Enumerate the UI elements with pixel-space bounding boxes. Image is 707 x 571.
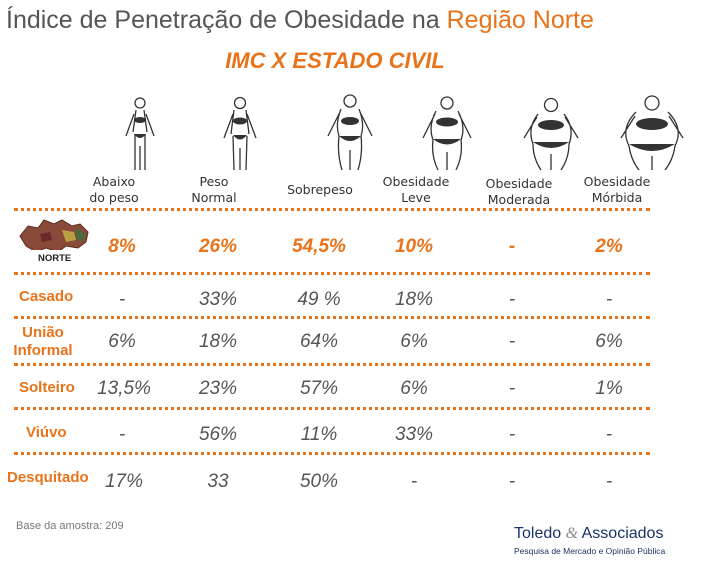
- norte-value: 10%: [394, 236, 434, 257]
- row-label-casado: Casado: [19, 288, 74, 305]
- brand-logo: Toledo & Associados: [514, 525, 664, 542]
- cell: -: [508, 289, 516, 310]
- cell: 33%: [198, 289, 238, 310]
- cell: 33%: [394, 424, 434, 445]
- cell: 49 %: [297, 289, 341, 310]
- title-text: Índice de Penetração de Obesidade na: [6, 6, 447, 34]
- norte-value: 2%: [595, 236, 623, 257]
- cell: 6%: [595, 331, 623, 352]
- cell: 6%: [400, 378, 428, 399]
- mild-obese-body-figure-icon: [422, 96, 472, 171]
- moderate-obese-body-figure-icon: [523, 97, 579, 171]
- cell: -: [508, 424, 516, 445]
- row-separator: [14, 452, 650, 455]
- cell: 17%: [104, 471, 144, 492]
- cell: -: [410, 471, 418, 492]
- row-separator: [14, 272, 650, 275]
- cell: -: [605, 289, 613, 310]
- row-label-viuvo: Viúvo: [26, 424, 67, 441]
- category-label: Sobrepeso: [287, 182, 353, 197]
- cell: 57%: [299, 378, 339, 399]
- norte-value: 8%: [108, 236, 136, 257]
- norte-region-map-icon: [19, 219, 92, 262]
- category-label: Abaixo do peso: [89, 174, 139, 205]
- thin-body-figure-icon: [125, 97, 155, 170]
- row-separator: [14, 208, 650, 211]
- cell: -: [605, 424, 613, 445]
- cell: 13,5%: [97, 378, 151, 399]
- cell: 1%: [595, 378, 623, 399]
- morbid-obese-body-figure-icon: [620, 95, 684, 171]
- category-label: Obesidade Leve: [382, 174, 450, 205]
- norte-value: -: [508, 236, 516, 257]
- page-title: Índice de Penetração de Obesidade na Reg…: [6, 6, 594, 35]
- row-label-desquitado: Desquitado: [7, 469, 89, 486]
- norte-value: 54,5%: [292, 236, 346, 257]
- row-separator: [14, 407, 650, 410]
- category-label: Obesidade Mórbida: [583, 174, 651, 205]
- cell: 50%: [299, 471, 339, 492]
- cell: 23%: [198, 378, 238, 399]
- cell: -: [118, 424, 126, 445]
- cell: -: [508, 471, 516, 492]
- sample-size-note: Base da amostra: 209: [16, 520, 124, 532]
- cell: 18%: [198, 331, 238, 352]
- row-separator: [14, 363, 650, 366]
- brand-tagline: Pesquisa de Mercado e Opinião Pública: [514, 546, 666, 556]
- cell: -: [118, 289, 126, 310]
- cell: 11%: [300, 424, 338, 445]
- norte-label: NORTE: [38, 253, 72, 264]
- cell: 6%: [400, 331, 428, 352]
- cell: 6%: [108, 331, 136, 352]
- title-highlight: Região Norte: [446, 6, 594, 34]
- cell: 18%: [394, 289, 434, 310]
- overweight-body-figure-icon: [327, 94, 373, 171]
- row-label-uniao-informal: União Informal: [13, 324, 73, 359]
- norte-value: 26%: [198, 236, 238, 257]
- normal-body-figure-icon: [223, 96, 257, 171]
- cell: 56%: [198, 424, 238, 445]
- cell: -: [605, 471, 613, 492]
- row-separator: [14, 316, 650, 319]
- cell: 33: [207, 471, 229, 492]
- subtitle: IMC X ESTADO CIVIL: [225, 48, 445, 73]
- row-label-solteiro: Solteiro: [19, 379, 75, 396]
- category-label: Obesidade Moderada: [485, 176, 553, 207]
- cell: -: [508, 331, 516, 352]
- category-label: Peso Normal: [191, 174, 237, 205]
- cell: -: [508, 378, 516, 399]
- cell: 64%: [299, 331, 339, 352]
